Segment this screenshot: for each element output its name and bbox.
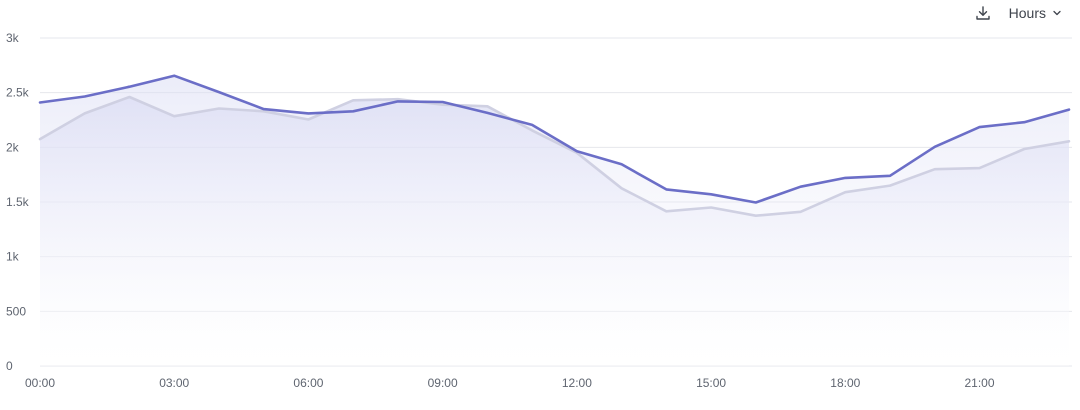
x-tick-label: 09:00: [428, 376, 458, 390]
y-tick-label: 2k: [6, 140, 20, 154]
y-tick-label: 1.5k: [6, 195, 30, 209]
x-tick-label: 21:00: [965, 376, 995, 390]
x-tick-label: 15:00: [696, 376, 726, 390]
chart-toolbar: Hours: [975, 3, 1062, 23]
y-tick-label: 2.5k: [6, 86, 30, 100]
series-line-1: [38, 95, 1071, 217]
series-line-0: [38, 74, 1071, 204]
x-tick-label: 06:00: [293, 376, 323, 390]
x-tick-label: 18:00: [830, 376, 860, 390]
granularity-label: Hours: [1008, 5, 1046, 21]
x-tick-label: 12:00: [562, 376, 592, 390]
series-area-0: [40, 75, 1069, 366]
granularity-dropdown[interactable]: Hours: [1009, 5, 1062, 21]
x-tick-label: 03:00: [159, 376, 189, 390]
y-tick-label: 1k: [6, 250, 20, 264]
y-tick-label: 0: [6, 359, 13, 373]
chevron-down-icon: [1052, 5, 1062, 21]
download-icon[interactable]: [975, 5, 991, 21]
x-tick-label: 00:00: [25, 376, 55, 390]
y-tick-label: 3k: [6, 31, 20, 45]
y-tick-label: 500: [6, 304, 26, 318]
